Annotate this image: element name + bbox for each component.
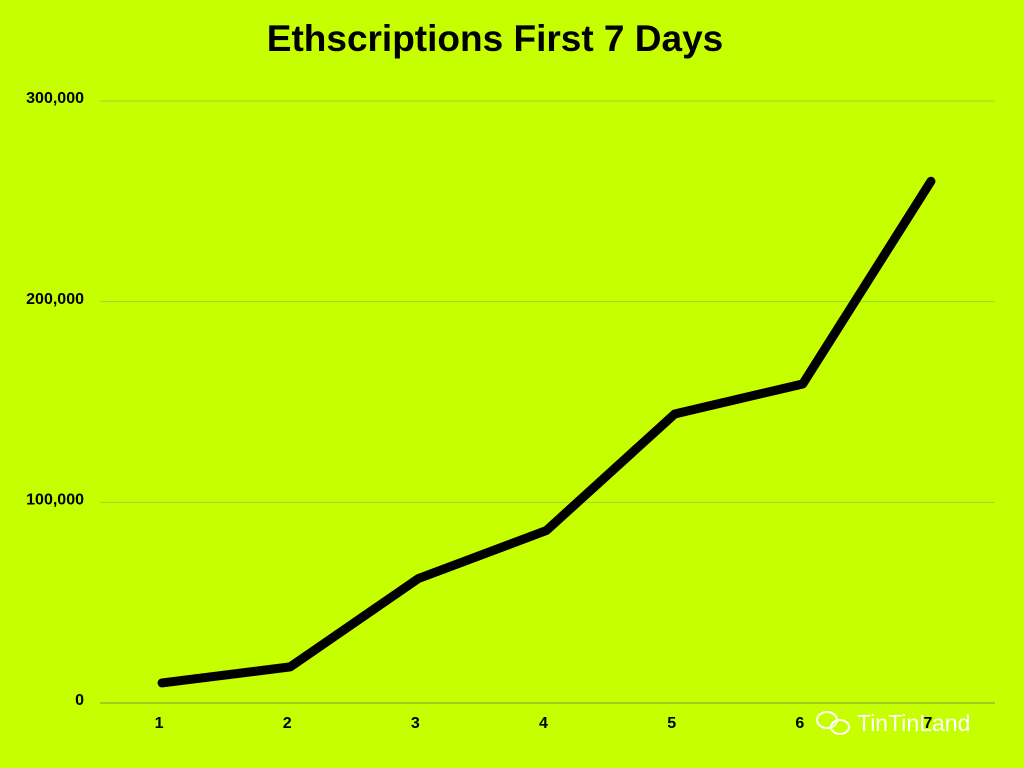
- y-tick-label: 0: [75, 692, 84, 709]
- watermark-icon: [830, 719, 850, 735]
- line: [157, 176, 936, 688]
- x-tick-label: 2: [283, 715, 292, 732]
- y-tick-label: 300,000: [26, 90, 84, 107]
- y-tick-label: 200,000: [26, 291, 84, 308]
- x-tick-label: 3: [411, 715, 420, 732]
- x-tick-label: 6: [795, 715, 804, 732]
- x-tick-label: 7: [923, 715, 932, 732]
- x-tick-label: 1: [155, 715, 164, 732]
- watermark-text: TinTinLand: [857, 710, 970, 736]
- chart-title: Ethscriptions First 7 Days: [267, 18, 723, 59]
- x-tick-label: 4: [539, 715, 548, 732]
- watermark: TinTinLand: [816, 710, 970, 736]
- y-tick-label: 100,000: [26, 492, 84, 509]
- x-tick-label: 5: [667, 715, 676, 732]
